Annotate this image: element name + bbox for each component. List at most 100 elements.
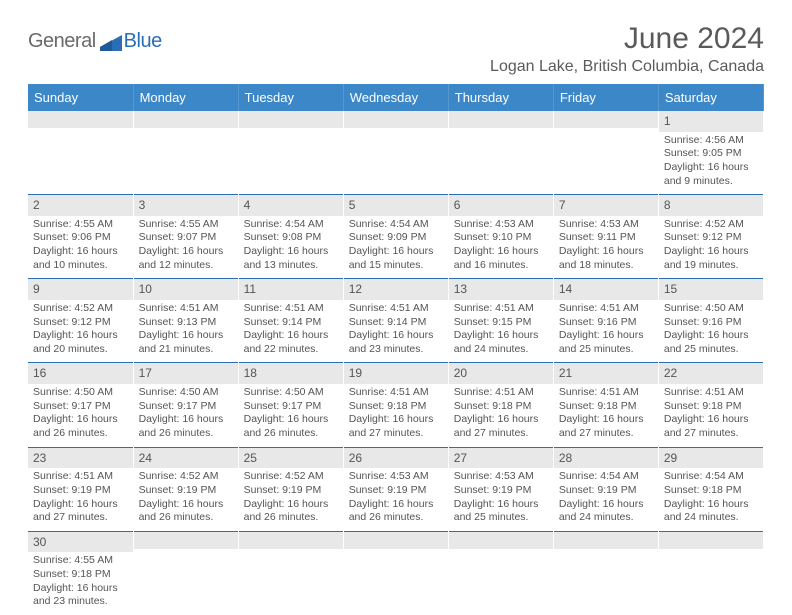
day-header: Wednesday	[343, 84, 448, 111]
daylight-line-2: and 26 minutes.	[349, 511, 443, 525]
day-number: 27	[454, 450, 548, 468]
calendar-day: 2Sunrise: 4:55 AMSunset: 9:06 PMDaylight…	[28, 195, 133, 279]
calendar-day: 27Sunrise: 4:53 AMSunset: 9:19 PMDayligh…	[448, 447, 553, 531]
day-number-strip	[239, 111, 343, 128]
calendar-day: 7Sunrise: 4:53 AMSunset: 9:11 PMDaylight…	[553, 195, 658, 279]
calendar-body: 1Sunrise: 4:56 AMSunset: 9:05 PMDaylight…	[28, 111, 764, 615]
daylight-line-1: Daylight: 16 hours	[454, 329, 548, 343]
calendar-day: 1Sunrise: 4:56 AMSunset: 9:05 PMDaylight…	[658, 111, 763, 195]
daylight-line-2: and 26 minutes.	[139, 427, 233, 441]
sunrise-line: Sunrise: 4:51 AM	[139, 302, 233, 316]
sunset-line: Sunset: 9:16 PM	[664, 316, 758, 330]
day-number-strip: 12	[344, 279, 448, 300]
title-block: June 2024 Logan Lake, British Columbia, …	[490, 22, 764, 76]
sunrise-line: Sunrise: 4:53 AM	[559, 218, 653, 232]
calendar-day-empty	[343, 531, 448, 615]
sunrise-line: Sunrise: 4:52 AM	[33, 302, 128, 316]
day-number-strip: 14	[554, 279, 658, 300]
day-number-strip: 29	[659, 448, 763, 469]
day-number-strip: 30	[28, 532, 133, 553]
sunset-line: Sunset: 9:17 PM	[244, 400, 338, 414]
day-number-strip: 2	[28, 195, 133, 216]
daylight-line-2: and 27 minutes.	[559, 427, 653, 441]
sunrise-line: Sunrise: 4:56 AM	[664, 134, 758, 148]
daylight-line-1: Daylight: 16 hours	[244, 245, 338, 259]
daylight-line-2: and 27 minutes.	[349, 427, 443, 441]
daylight-line-1: Daylight: 16 hours	[559, 245, 653, 259]
sunrise-line: Sunrise: 4:52 AM	[139, 470, 233, 484]
day-number: 26	[349, 450, 443, 468]
header: General Blue June 2024 Logan Lake, Briti…	[28, 22, 764, 76]
calendar-day: 26Sunrise: 4:53 AMSunset: 9:19 PMDayligh…	[343, 447, 448, 531]
daylight-line-1: Daylight: 16 hours	[244, 329, 338, 343]
calendar-week: 30Sunrise: 4:55 AMSunset: 9:18 PMDayligh…	[28, 531, 764, 615]
sunset-line: Sunset: 9:05 PM	[664, 147, 758, 161]
sunset-line: Sunset: 9:19 PM	[559, 484, 653, 498]
day-number-strip: 4	[239, 195, 343, 216]
day-header: Monday	[133, 84, 238, 111]
sunrise-line: Sunrise: 4:55 AM	[139, 218, 233, 232]
daylight-line-1: Daylight: 16 hours	[454, 245, 548, 259]
day-number: 10	[139, 281, 233, 299]
sunrise-line: Sunrise: 4:54 AM	[664, 470, 758, 484]
day-number-strip: 13	[449, 279, 553, 300]
sunset-line: Sunset: 9:18 PM	[349, 400, 443, 414]
sunset-line: Sunset: 9:12 PM	[33, 316, 128, 330]
day-number-strip: 23	[28, 448, 133, 469]
sunrise-line: Sunrise: 4:54 AM	[349, 218, 443, 232]
day-number-strip: 22	[659, 363, 763, 384]
day-header: Tuesday	[238, 84, 343, 111]
day-number: 29	[664, 450, 758, 468]
calendar-day-empty	[238, 111, 343, 195]
day-number-strip: 28	[554, 448, 658, 469]
daylight-line-1: Daylight: 16 hours	[664, 498, 758, 512]
daylight-line-2: and 27 minutes.	[33, 511, 128, 525]
daylight-line-1: Daylight: 16 hours	[33, 498, 128, 512]
calendar-day-empty	[28, 111, 133, 195]
day-number: 7	[559, 197, 653, 215]
calendar-day: 9Sunrise: 4:52 AMSunset: 9:12 PMDaylight…	[28, 279, 133, 363]
sunset-line: Sunset: 9:19 PM	[33, 484, 128, 498]
day-number: 30	[33, 534, 128, 552]
logo: General Blue	[28, 22, 162, 53]
day-number-strip: 11	[239, 279, 343, 300]
day-number-strip: 5	[344, 195, 448, 216]
day-number-strip: 16	[28, 363, 133, 384]
calendar-day: 17Sunrise: 4:50 AMSunset: 9:17 PMDayligh…	[133, 363, 238, 447]
location: Logan Lake, British Columbia, Canada	[490, 58, 764, 76]
calendar-page: General Blue June 2024 Logan Lake, Briti…	[0, 0, 792, 615]
sunset-line: Sunset: 9:08 PM	[244, 231, 338, 245]
daylight-line-2: and 15 minutes.	[349, 259, 443, 273]
day-number: 16	[33, 365, 128, 383]
sunset-line: Sunset: 9:07 PM	[139, 231, 233, 245]
calendar-day: 25Sunrise: 4:52 AMSunset: 9:19 PMDayligh…	[238, 447, 343, 531]
day-number-strip: 27	[449, 448, 553, 469]
daylight-line-2: and 10 minutes.	[33, 259, 128, 273]
daylight-line-2: and 26 minutes.	[139, 511, 233, 525]
daylight-line-1: Daylight: 16 hours	[349, 498, 443, 512]
day-number: 9	[33, 281, 128, 299]
day-number-strip: 21	[554, 363, 658, 384]
month-title: June 2024	[490, 22, 764, 56]
daylight-line-2: and 26 minutes.	[244, 427, 338, 441]
sunrise-line: Sunrise: 4:51 AM	[559, 302, 653, 316]
day-number-strip: 3	[134, 195, 238, 216]
daylight-line-2: and 24 minutes.	[454, 343, 548, 357]
sunrise-line: Sunrise: 4:50 AM	[244, 386, 338, 400]
daylight-line-2: and 13 minutes.	[244, 259, 338, 273]
day-number: 12	[349, 281, 443, 299]
daylight-line-1: Daylight: 16 hours	[139, 498, 233, 512]
day-number: 6	[454, 197, 548, 215]
daylight-line-1: Daylight: 16 hours	[139, 413, 233, 427]
day-number-strip: 10	[134, 279, 238, 300]
calendar-day: 13Sunrise: 4:51 AMSunset: 9:15 PMDayligh…	[448, 279, 553, 363]
day-number: 5	[349, 197, 443, 215]
day-number: 11	[244, 281, 338, 299]
day-number-strip: 9	[28, 279, 133, 300]
calendar-day: 8Sunrise: 4:52 AMSunset: 9:12 PMDaylight…	[658, 195, 763, 279]
daylight-line-2: and 23 minutes.	[349, 343, 443, 357]
calendar-week: 23Sunrise: 4:51 AMSunset: 9:19 PMDayligh…	[28, 447, 764, 531]
day-number-strip	[344, 111, 448, 128]
daylight-line-2: and 21 minutes.	[139, 343, 233, 357]
day-number: 4	[244, 197, 338, 215]
